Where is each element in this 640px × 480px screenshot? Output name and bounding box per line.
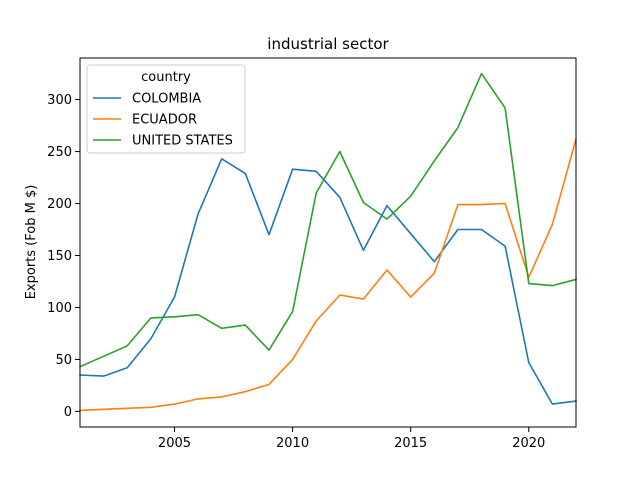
y-tick-label: 300 [47,93,72,108]
x-axis: 2005 2010 2015 2020 [158,427,545,451]
y-axis-label: Exports (Fob M $) [24,185,39,300]
y-tick-label: 0 [64,405,72,420]
y-tick-label: 250 [47,145,72,160]
y-tick-label: 100 [47,301,72,316]
x-tick-label: 2020 [512,436,545,451]
y-tick-label: 150 [47,249,72,264]
plot-lines [78,72,577,412]
legend-box [86,64,246,154]
legend-entry-label: UNITED STATES [132,134,233,149]
series-line-united-states [78,72,577,368]
y-tick-label: 50 [55,353,72,368]
chart-title: industrial sector [267,35,389,53]
legend-entry-label: COLOMBIA [132,92,201,107]
legend-entry-label: ECUADOR [132,113,197,128]
x-tick-label: 2015 [394,436,427,451]
legend: country COLOMBIA ECUADOR UNITED STATES [86,64,246,154]
series-line-ecuador [79,138,577,412]
legend-title: country [141,70,191,85]
series-line-colombia [79,158,577,405]
x-tick-label: 2010 [276,436,309,451]
x-tick-label: 2005 [158,436,191,451]
y-axis: 0 50 100 150 200 250 300 [47,93,80,420]
plot-frame [79,57,577,428]
y-tick-label: 200 [47,197,72,212]
